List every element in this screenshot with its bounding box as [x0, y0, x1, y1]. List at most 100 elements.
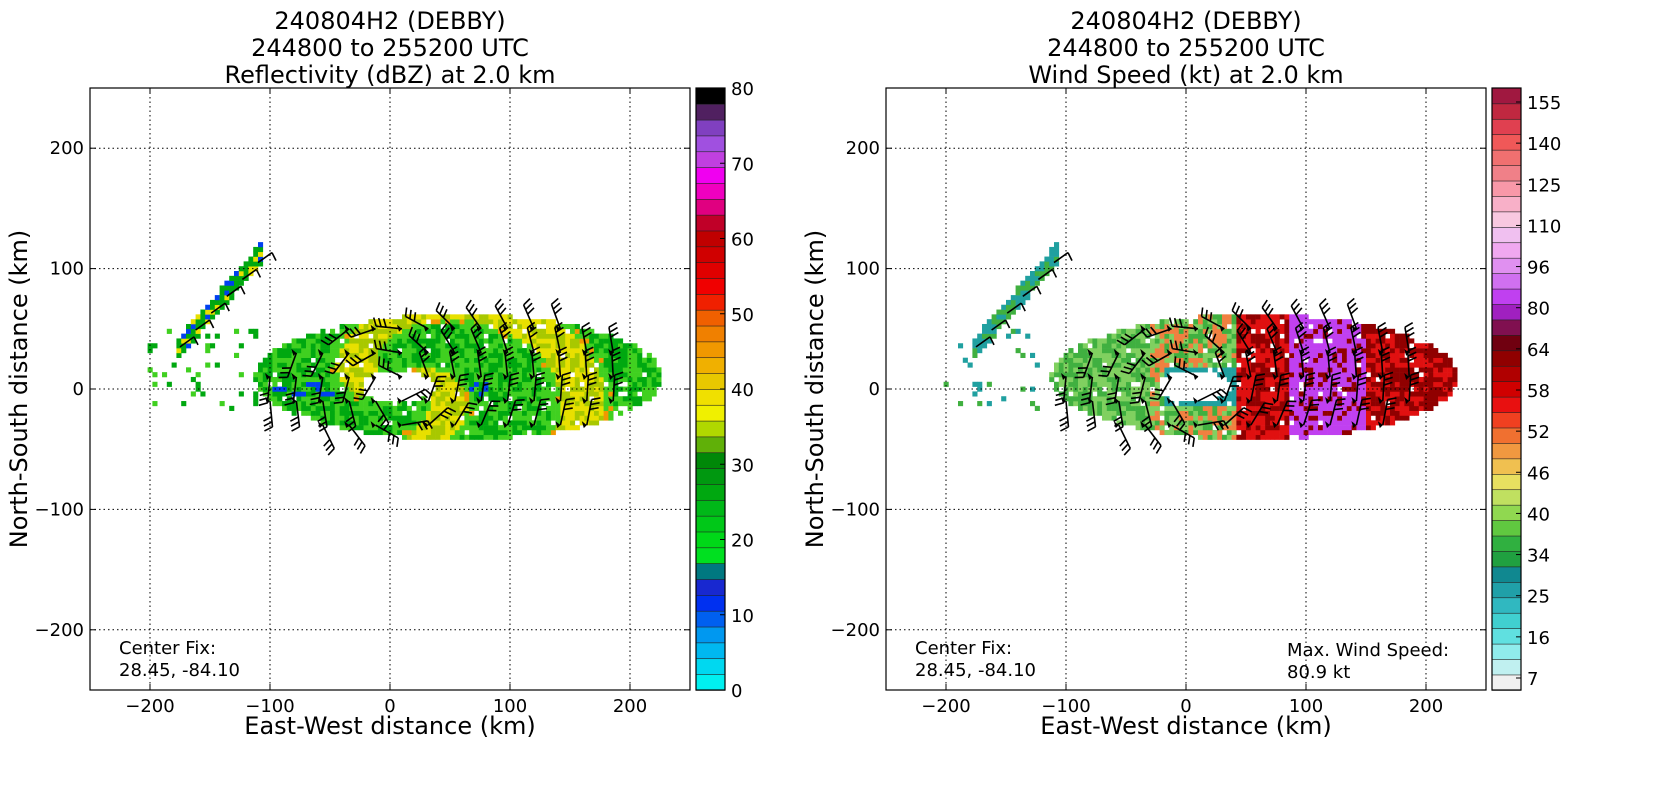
field-cell: [1241, 434, 1247, 440]
field-cell: [512, 333, 518, 339]
field-cell: [488, 333, 494, 339]
field-cell: [1054, 242, 1060, 248]
field-cell: [1346, 420, 1352, 426]
wind-barb-feather: [1178, 318, 1183, 328]
field-cell: [1404, 415, 1410, 421]
field-cell: [1404, 401, 1410, 407]
field-cell: [1394, 372, 1400, 378]
field-cell: [589, 415, 595, 421]
field-cell: [306, 372, 312, 378]
wind-barb-feather: [328, 333, 337, 340]
field-cell: [1294, 352, 1300, 358]
wind-barb-feather: [1173, 356, 1177, 366]
colorbar-swatch: [695, 309, 726, 327]
wind-barb-feather: [333, 401, 343, 405]
field-cell: [1346, 401, 1352, 407]
field-cell: [229, 285, 235, 291]
field-cell: [1265, 391, 1271, 397]
field-cell: [1140, 362, 1146, 368]
colorbar-swatch: [695, 341, 726, 359]
field-cell: [421, 367, 427, 373]
field-cell: [1202, 343, 1208, 349]
field-cell: [483, 405, 489, 411]
field-cell: [1270, 415, 1276, 421]
field-cell: [354, 415, 360, 421]
field-cell: [1164, 396, 1170, 402]
reflectivity-chart: −200 −100 0 100 200−200−1000100200East-West …: [5, 79, 754, 740]
field-cell: [603, 343, 609, 349]
field-cell: [474, 396, 480, 402]
wind-barb-feather: [391, 435, 395, 445]
field-cell: [478, 319, 484, 325]
field-cell: [1231, 405, 1237, 411]
field-cell: [186, 333, 192, 339]
field-cell: [943, 381, 949, 387]
wind-barb-feather: [589, 406, 599, 411]
colorbar-tick-label: 7: [1527, 669, 1538, 690]
field-cell: [421, 328, 427, 334]
field-cell: [459, 348, 465, 354]
max-wind-label: Max. Wind Speed:: [1287, 640, 1450, 661]
field-cell: [397, 338, 403, 344]
field-cell: [574, 381, 580, 387]
field-cell: [541, 391, 547, 397]
field-cell: [598, 367, 604, 373]
field-cell: [1303, 362, 1309, 368]
field-cell: [550, 425, 556, 431]
field-cell: [301, 391, 307, 397]
field-cell: [1212, 415, 1218, 421]
field-cell: [574, 396, 580, 402]
field-cell: [1418, 381, 1424, 387]
field-cell: [493, 401, 499, 407]
field-cell: [301, 381, 307, 387]
field-cell: [205, 333, 211, 339]
wind-barb-feather: [590, 402, 600, 406]
field-cell: [603, 352, 609, 358]
field-cell: [1092, 372, 1098, 378]
field-cell: [1006, 333, 1012, 339]
field-cell: [464, 391, 470, 397]
wind-barb-flag: [449, 421, 455, 429]
field-cell: [1231, 425, 1237, 431]
field-cell: [1313, 401, 1319, 407]
field-cell: [1092, 405, 1098, 411]
field-cell: [507, 348, 513, 354]
field-cell: [493, 323, 499, 330]
field-cell: [382, 362, 388, 368]
field-cell: [1140, 367, 1146, 373]
field-cell: [1126, 376, 1132, 383]
field-cell: [306, 386, 312, 392]
field-cell: [253, 266, 259, 272]
field-cell: [1260, 386, 1266, 392]
field-cell: [1313, 323, 1319, 330]
field-cell: [618, 352, 624, 358]
field-cell: [440, 343, 446, 349]
field-cell: [1231, 348, 1237, 354]
field-cell: [1298, 319, 1304, 325]
field-cell: [1020, 280, 1026, 286]
field-cell: [1006, 304, 1012, 310]
field-cell: [1183, 357, 1189, 363]
field-cell: [1054, 362, 1060, 368]
field-cell: [171, 362, 177, 368]
field-cell: [1015, 295, 1021, 301]
wind-barb-feather: [1346, 297, 1355, 305]
field-cell: [1193, 367, 1199, 373]
field-cell: [306, 381, 312, 387]
field-cell: [1212, 367, 1218, 373]
colorbar-swatch: [1491, 504, 1522, 521]
colorbar-tick-label: 0: [731, 681, 742, 702]
wind-barb-feather: [1231, 302, 1237, 311]
field-cell: [1097, 381, 1103, 387]
field-cell: [363, 410, 369, 416]
field-cell: [483, 391, 489, 397]
wind-barb-feather: [1328, 356, 1338, 362]
field-cell: [1337, 319, 1343, 325]
field-cell: [579, 362, 585, 368]
field-cell: [977, 333, 983, 339]
field-cell: [1260, 396, 1266, 402]
field-cell: [1289, 352, 1295, 358]
field-cell: [344, 343, 350, 349]
field-cell: [1380, 338, 1386, 344]
field-cell: [565, 415, 571, 421]
